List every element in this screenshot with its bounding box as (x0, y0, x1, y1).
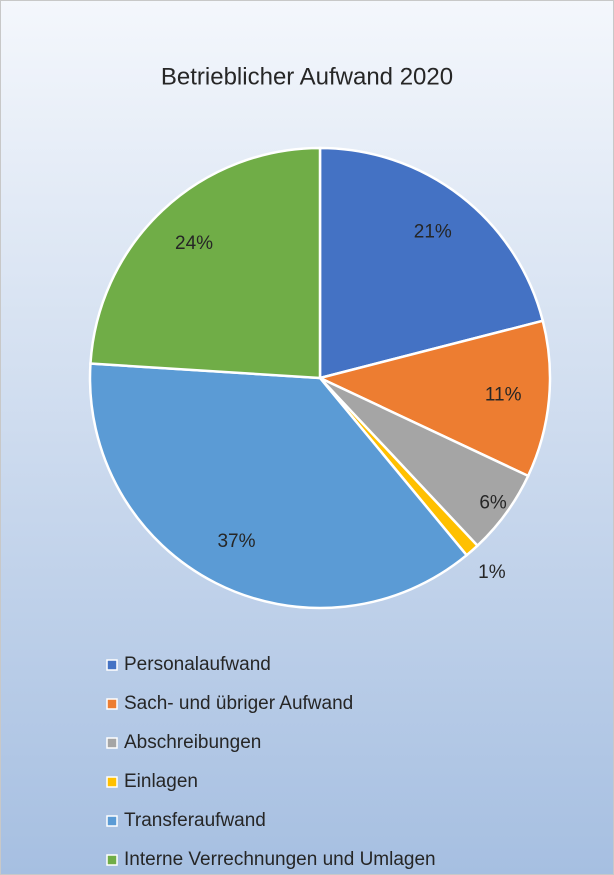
legend-label: Transferaufwand (124, 810, 266, 831)
data-label: 37% (217, 531, 255, 552)
legend-label: Einlagen (124, 771, 198, 792)
legend-marker (106, 698, 118, 710)
pie-slice (88, 362, 469, 610)
data-label: 21% (414, 222, 452, 243)
legend-marker (106, 659, 118, 671)
data-label: 6% (479, 493, 507, 514)
legend-marker (106, 776, 118, 788)
pie-slice (89, 146, 322, 380)
pie-slice (316, 319, 552, 478)
legend-label: Abschreibungen (124, 732, 261, 753)
chart-title: Betrieblicher Aufwand 2020 (161, 63, 453, 90)
legend-marker (106, 854, 118, 866)
data-label: 11% (485, 384, 522, 405)
legend-label: Interne Verrechnungen und Umlagen (124, 849, 436, 870)
data-label: 1% (478, 562, 506, 583)
legend-label: Personalaufwand (124, 654, 271, 675)
pie-slice (318, 146, 545, 380)
legend-label: Sach- und übriger Aufwand (124, 693, 353, 714)
data-label: 24% (175, 233, 213, 254)
legend-marker (106, 815, 118, 827)
legend-marker (106, 737, 118, 749)
